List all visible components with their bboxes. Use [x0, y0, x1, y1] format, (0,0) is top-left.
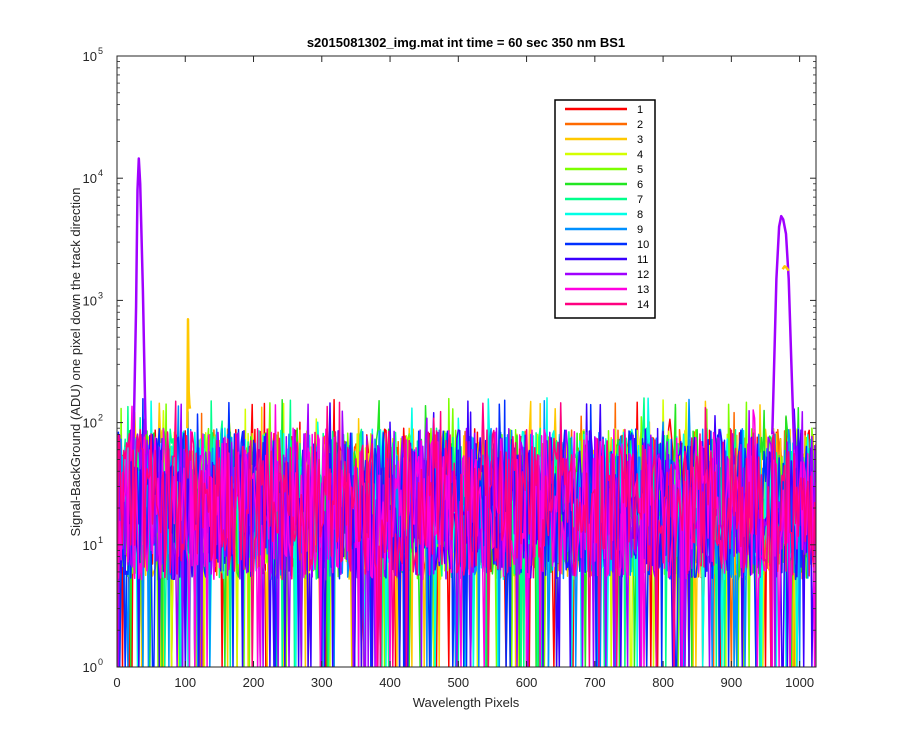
x-tick-label: 500	[447, 675, 469, 690]
legend-label-2: 2	[637, 119, 643, 131]
legend-box	[554, 99, 656, 319]
x-axis: 0 100 200 300 400 500 600 700 800 900 1000	[113, 56, 814, 690]
y-tick-label: 10	[83, 293, 97, 308]
x-tick-label: 200	[243, 675, 265, 690]
chart-title: s2015081302_img.mat int time = 60 sec 35…	[307, 35, 625, 50]
y-tick-exponent: 3	[98, 290, 103, 300]
series-12-peak-3	[771, 214, 796, 450]
y-tick-label: 10	[83, 49, 97, 64]
y-axis-label: Signal-BackGround (ADU) one pixel down t…	[68, 187, 83, 536]
y-tick-exponent: 2	[98, 413, 103, 423]
legend-label-5: 5	[637, 164, 643, 176]
x-axis-label: Wavelength Pixels	[413, 695, 520, 710]
x-tick-label: 900	[721, 675, 743, 690]
y-tick-exponent: 1	[98, 535, 103, 545]
x-tick-label: 600	[516, 675, 538, 690]
x-tick-label: 700	[584, 675, 606, 690]
x-tick-label: 800	[652, 675, 674, 690]
y-tick-exponent: 0	[98, 657, 103, 667]
legend-label-13: 13	[637, 284, 649, 296]
legend-label-11: 11	[637, 254, 648, 266]
y-tick-exponent: 5	[98, 46, 103, 56]
series-12-peak-1	[132, 157, 147, 450]
y-tick-label: 10	[83, 171, 97, 186]
legend-label-6: 6	[637, 179, 643, 191]
legend-label-7: 7	[637, 194, 643, 206]
legend-label-10: 10	[637, 239, 649, 251]
series-3-peak-2	[186, 318, 192, 429]
series-14-line	[117, 400, 816, 667]
legend-label-14: 14	[637, 299, 649, 311]
x-tick-label: 0	[113, 675, 120, 690]
x-tick-label: 300	[311, 675, 333, 690]
legend-label-3: 3	[637, 134, 643, 146]
y-tick-exponent: 4	[98, 168, 103, 178]
plot-frame	[116, 55, 817, 668]
x-tick-label: 400	[379, 675, 401, 690]
legend-label-4: 4	[637, 149, 643, 161]
x-tick-label: 100	[174, 675, 196, 690]
x-tick-label: 1000	[785, 675, 814, 690]
y-tick-label: 10	[83, 538, 97, 553]
legend-label-9: 9	[637, 224, 643, 236]
legend-label-1: 1	[637, 104, 643, 116]
y-tick-label: 10	[83, 416, 97, 431]
series-layer	[117, 157, 816, 667]
legend-label-12: 12	[637, 269, 649, 281]
y-tick-label: 10	[83, 660, 97, 675]
legend-label-8: 8	[637, 209, 643, 221]
series-3-peak-4	[781, 265, 790, 272]
